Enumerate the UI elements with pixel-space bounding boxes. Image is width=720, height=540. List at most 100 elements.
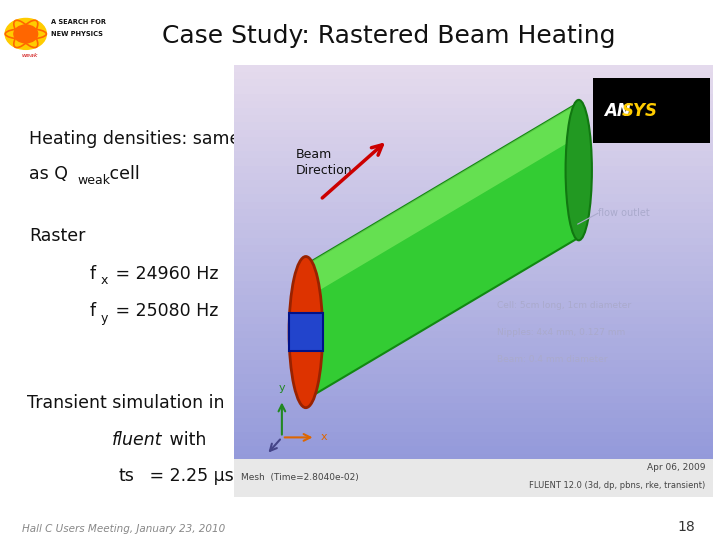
Bar	[234, 245, 713, 252]
Bar	[234, 461, 713, 468]
Bar	[234, 216, 713, 223]
Bar	[234, 281, 713, 288]
Text: weak: weak	[21, 53, 37, 58]
Bar	[234, 144, 713, 151]
Bar	[234, 417, 713, 425]
Bar	[234, 201, 713, 209]
Circle shape	[5, 18, 46, 49]
Bar	[234, 274, 713, 281]
Bar	[234, 65, 713, 72]
Bar	[593, 78, 711, 143]
Bar	[234, 324, 713, 331]
Bar	[234, 396, 713, 403]
Bar	[234, 410, 713, 417]
Text: NEW PHYSICS: NEW PHYSICS	[51, 31, 103, 37]
Bar	[234, 459, 713, 497]
Bar	[234, 252, 713, 259]
Text: cell: cell	[104, 165, 140, 183]
Bar	[234, 130, 713, 137]
Text: SYS: SYS	[621, 102, 657, 120]
Bar	[289, 313, 323, 351]
Text: fluent: fluent	[112, 431, 162, 449]
Text: Heating densities: same: Heating densities: same	[29, 130, 240, 147]
Bar	[234, 360, 713, 367]
Bar	[234, 115, 713, 123]
Text: f: f	[90, 302, 96, 320]
Text: Hall C Users Meeting, January 23, 2010: Hall C Users Meeting, January 23, 2010	[22, 523, 225, 534]
Bar	[234, 475, 713, 482]
Polygon shape	[306, 103, 579, 298]
Bar	[234, 482, 713, 490]
Text: as Q: as Q	[29, 165, 68, 183]
Bar	[234, 454, 713, 461]
Bar	[234, 180, 713, 187]
Text: x: x	[101, 274, 108, 287]
Text: flow outlet: flow outlet	[598, 208, 649, 218]
Bar	[234, 173, 713, 180]
Text: Mesh  (Time=2.8040e-02): Mesh (Time=2.8040e-02)	[241, 474, 359, 482]
Text: x: x	[321, 433, 328, 442]
Bar	[234, 295, 713, 302]
Bar	[234, 490, 713, 497]
Text: Beam: 0.4 mm diameter: Beam: 0.4 mm diameter	[498, 355, 608, 363]
Text: = 24960 Hz: = 24960 Hz	[110, 265, 219, 282]
Text: FLUENT 12.0 (3d, dp, pbns, rke, transient): FLUENT 12.0 (3d, dp, pbns, rke, transien…	[529, 482, 706, 490]
Bar	[234, 137, 713, 144]
Bar	[234, 93, 713, 101]
Bar	[234, 331, 713, 339]
Text: 18: 18	[677, 519, 695, 534]
Bar	[234, 238, 713, 245]
Bar	[234, 346, 713, 353]
Ellipse shape	[289, 256, 323, 408]
Circle shape	[14, 25, 37, 43]
Bar	[234, 259, 713, 266]
Bar	[234, 389, 713, 396]
Text: Raster: Raster	[29, 227, 85, 245]
Text: Transient simulation in: Transient simulation in	[27, 394, 225, 412]
Text: y: y	[101, 312, 108, 325]
Bar	[234, 439, 713, 447]
Text: Beam
Direction: Beam Direction	[296, 147, 353, 177]
Bar	[234, 209, 713, 216]
Text: z: z	[258, 458, 264, 468]
Bar	[234, 101, 713, 108]
Ellipse shape	[566, 100, 592, 240]
Bar	[234, 382, 713, 389]
Bar	[234, 223, 713, 231]
Bar	[234, 166, 713, 173]
Text: Case Study: Rastered Beam Heating: Case Study: Rastered Beam Heating	[162, 24, 616, 48]
Bar	[234, 367, 713, 374]
Bar	[234, 432, 713, 439]
Bar	[234, 353, 713, 360]
Bar	[234, 151, 713, 158]
Bar	[234, 425, 713, 432]
Text: = 25080 Hz: = 25080 Hz	[110, 302, 219, 320]
Bar	[234, 86, 713, 93]
Bar	[234, 447, 713, 454]
Bar	[234, 194, 713, 201]
Bar	[234, 468, 713, 475]
Bar	[234, 187, 713, 194]
Text: y: y	[279, 383, 285, 393]
Bar	[234, 266, 713, 274]
Text: Nipples: 4x4 mm, 0.127 mm: Nipples: 4x4 mm, 0.127 mm	[498, 328, 626, 336]
Text: ts: ts	[119, 467, 135, 485]
Bar	[234, 302, 713, 309]
Bar	[234, 403, 713, 410]
Text: A SEARCH FOR: A SEARCH FOR	[51, 19, 106, 25]
Text: = 2.25 μs: = 2.25 μs	[144, 467, 234, 485]
Text: f: f	[90, 265, 96, 282]
Bar	[234, 123, 713, 130]
Text: weak: weak	[77, 174, 110, 187]
Bar	[234, 158, 713, 166]
Bar	[234, 108, 713, 115]
Bar	[234, 317, 713, 324]
Text: AN: AN	[603, 102, 631, 120]
Bar	[234, 72, 713, 79]
Bar	[234, 374, 713, 382]
Text: with: with	[164, 431, 207, 449]
Bar	[234, 231, 713, 238]
Bar	[234, 339, 713, 346]
Bar	[234, 79, 713, 86]
Bar	[234, 288, 713, 295]
